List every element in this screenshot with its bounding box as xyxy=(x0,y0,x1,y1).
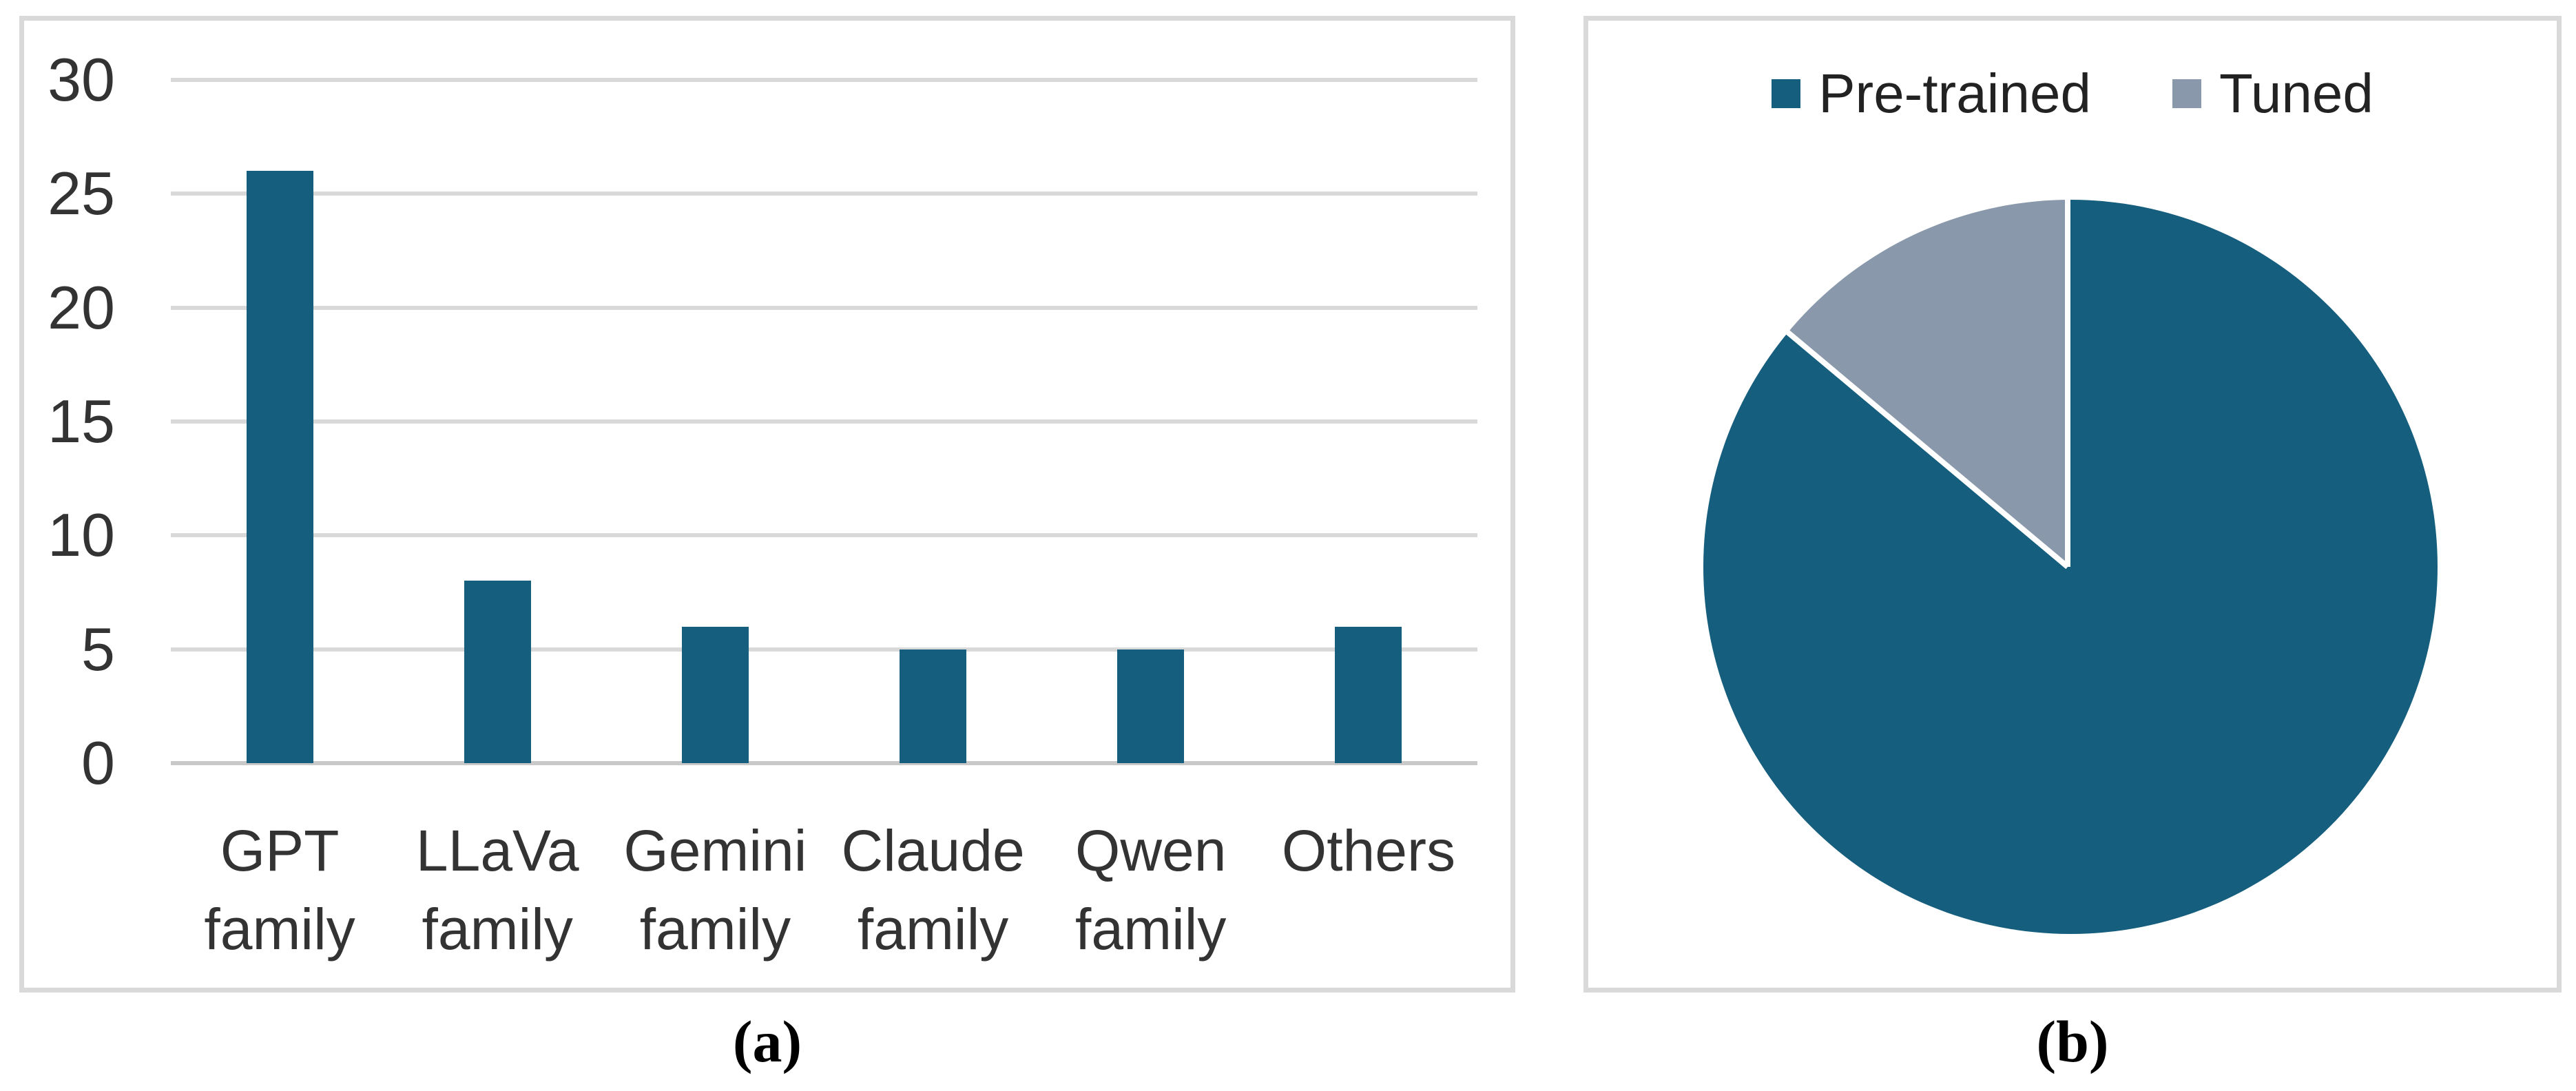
gridline-15 xyxy=(171,419,1477,424)
pretrained-swatch-icon xyxy=(1772,79,1801,108)
tuned-swatch-icon xyxy=(2172,79,2201,108)
x-category-label: LLaVa family xyxy=(415,818,579,962)
bar-gemini-family xyxy=(681,627,749,763)
x-category-label: Claude family xyxy=(841,818,1025,962)
pie-chart xyxy=(1703,200,2438,934)
y-tick-label-20: 20 xyxy=(48,273,115,342)
y-tick-label-0: 0 xyxy=(81,729,115,797)
y-tick-label-30: 30 xyxy=(48,45,115,114)
bar-others xyxy=(1335,627,1402,763)
gridline-5 xyxy=(171,647,1477,652)
x-category-label: Qwen family xyxy=(1075,818,1227,962)
gridline-30 xyxy=(171,78,1477,82)
pie-slice-boundary-left xyxy=(1784,329,2070,570)
pie-legend: Pre-trained Tuned xyxy=(1588,62,2557,125)
gridline-20 xyxy=(171,305,1477,310)
x-category-label: Gemini family xyxy=(623,818,807,962)
y-tick-label-5: 5 xyxy=(81,614,115,683)
legend-item-pretrained: Pre-trained xyxy=(1772,62,2091,125)
legend-label-tuned: Tuned xyxy=(2219,63,2374,124)
bar-llava-family xyxy=(464,581,531,763)
bar-chart-plot-area: 0 5 10 15 20 25 30 GPT family LLaVa family Gemini fa… xyxy=(24,21,1510,988)
legend-label-pretrained: Pre-trained xyxy=(1818,63,2091,124)
panel-b-pie-chart: Pre-trained Tuned xyxy=(1583,16,2562,993)
caption-b: (b) xyxy=(2036,1008,2109,1074)
caption-a: (a) xyxy=(732,1008,802,1074)
panel-a-bar-chart: 0 5 10 15 20 25 30 GPT family LLaVa family Gemini fa… xyxy=(19,16,1515,993)
gridline-10 xyxy=(171,533,1477,538)
pie-slice-boundary-top xyxy=(2065,200,2070,567)
bar-claude-family xyxy=(900,650,967,763)
y-tick-label-25: 25 xyxy=(48,159,115,228)
legend-item-tuned: Tuned xyxy=(2172,62,2374,125)
y-tick-label-15: 15 xyxy=(48,387,115,455)
gridline-0 xyxy=(171,761,1477,765)
bar-gpt-family xyxy=(246,171,313,763)
bar-qwen-family xyxy=(1117,650,1185,763)
gridline-25 xyxy=(171,191,1477,196)
y-tick-label-10: 10 xyxy=(48,501,115,570)
x-category-label: Others xyxy=(1281,818,1455,883)
x-category-label: GPT family xyxy=(204,818,355,962)
